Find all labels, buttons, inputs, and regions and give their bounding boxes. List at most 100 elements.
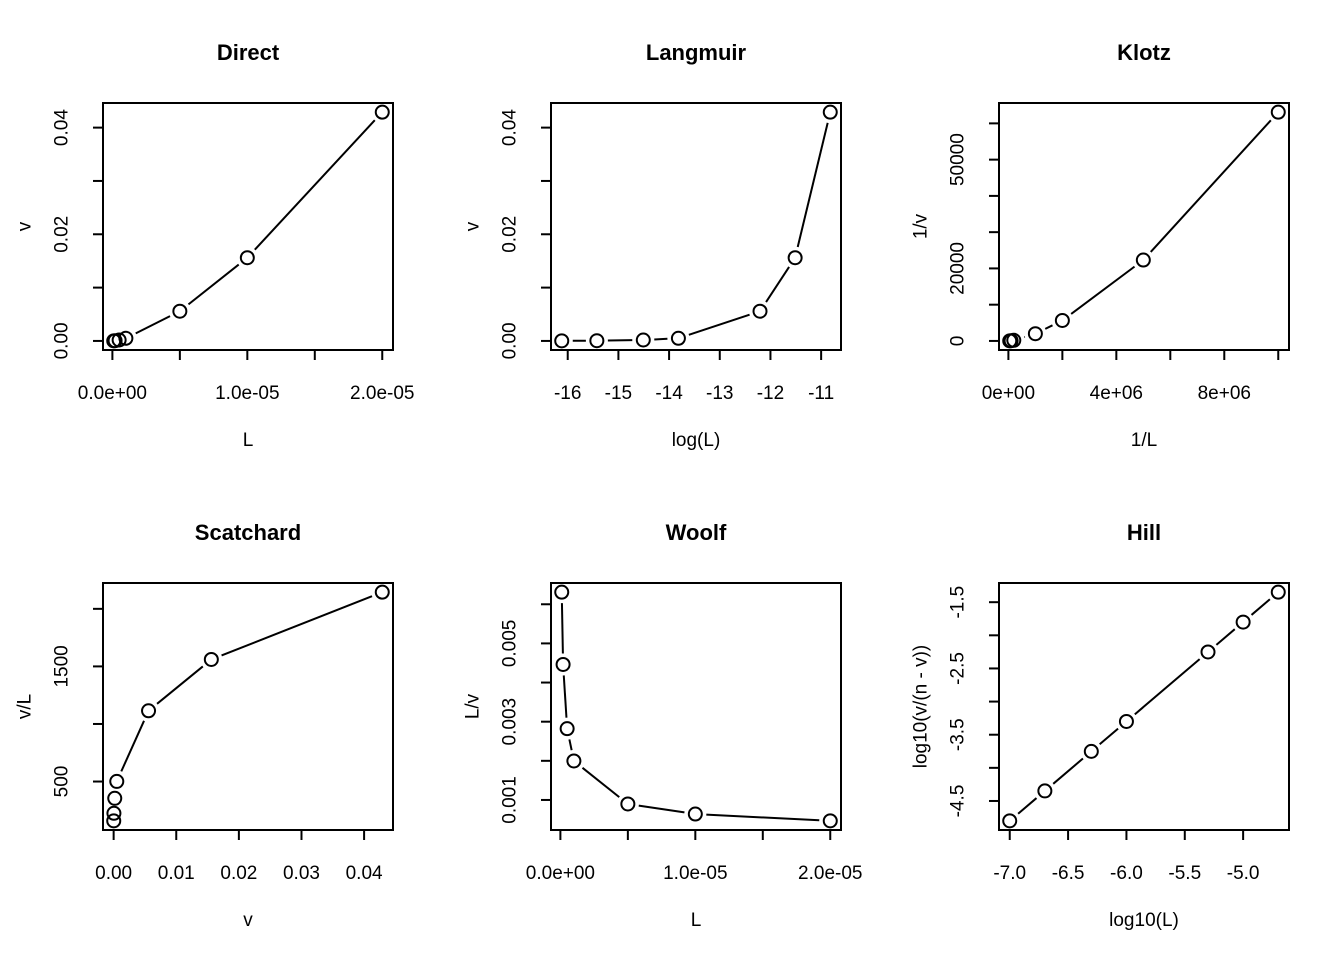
x-tick-label: -6.0 — [1110, 863, 1143, 884]
data-line-segment — [221, 595, 373, 657]
data-line-segment — [254, 119, 376, 251]
data-line-segment — [765, 266, 790, 303]
y-tick-label: -1.5 — [948, 586, 969, 619]
data-point — [822, 104, 838, 120]
data-line-segment — [1044, 324, 1053, 330]
data-line-segment — [568, 739, 573, 751]
y-axis-label: L/v — [463, 693, 484, 719]
panel-klotz: 0e+00 4e+06 8e+06 0 20000 50000 Klotz 1/L 1/v — [896, 0, 1344, 480]
data-point — [635, 332, 651, 348]
data-point — [374, 584, 390, 600]
data-point — [109, 773, 125, 789]
panel-hill: -7.0 -6.5 -6.0 -5.5 -5.0 -4.5 -3.5 -2.5 -1.5 Hill… — [896, 480, 1344, 960]
x-axis-label: log10(L) — [1109, 910, 1179, 931]
data-point — [620, 796, 636, 812]
data-point — [172, 303, 188, 319]
data-point — [787, 250, 803, 266]
data-point — [1083, 743, 1099, 759]
data-point — [141, 703, 157, 719]
plot-box — [550, 582, 842, 831]
x-tick-label: 0.03 — [283, 863, 320, 884]
data-line-segment — [120, 720, 145, 772]
x-tick-label: -11 — [808, 383, 834, 404]
data-point — [555, 656, 571, 672]
data-line-segment — [1070, 265, 1136, 315]
x-tick-label: -13 — [706, 383, 733, 404]
x-axis-label: 1/L — [1131, 430, 1157, 451]
data-point — [1002, 813, 1018, 829]
data-line-segment — [638, 804, 685, 814]
x-tick-label: 0.0e+00 — [78, 383, 147, 404]
data-line-segment — [135, 315, 171, 335]
y-tick-label: 0.02 — [52, 216, 73, 253]
data-point — [111, 332, 127, 348]
data-point — [822, 813, 838, 829]
data-point — [203, 651, 219, 667]
x-tick-label: -5.5 — [1168, 863, 1201, 884]
y-tick-label: 0.00 — [52, 322, 73, 359]
data-point — [752, 303, 768, 319]
panel-woolf: 0.0e+00 1.0e-05 2.0e-05 0.001 0.003 0.005 Wool… — [448, 480, 896, 960]
data-line-segment — [706, 813, 820, 822]
data-point — [554, 584, 570, 600]
x-tick-label: 0.04 — [346, 863, 383, 884]
data-point — [1027, 326, 1043, 342]
data-point — [1270, 584, 1286, 600]
panel-title: Scatchard — [195, 520, 301, 545]
y-tick-label: -3.5 — [948, 718, 969, 751]
data-point — [559, 721, 575, 737]
data-line-segment — [1052, 757, 1084, 785]
data-point — [687, 806, 703, 822]
data-line-segment — [187, 263, 240, 306]
x-tick-label: 4e+06 — [1090, 383, 1143, 404]
data-point — [1235, 614, 1251, 630]
y-axis-label: 1/v — [911, 213, 932, 239]
panel-scatchard: 0.00 0.01 0.02 0.03 0.04 500 1500 Scatchard v v/L — [0, 480, 448, 960]
data-point — [1270, 104, 1286, 120]
x-axis-label: L — [691, 910, 702, 931]
y-tick-label: 0.04 — [500, 109, 521, 146]
data-line-segment — [562, 675, 568, 718]
x-tick-label: -15 — [605, 383, 632, 404]
x-tick-label: -7.0 — [993, 863, 1026, 884]
data-point — [1135, 252, 1151, 268]
x-tick-label: 0.0e+00 — [526, 863, 595, 884]
data-line-segment — [1250, 598, 1271, 616]
x-tick-label: 0.00 — [95, 863, 132, 884]
data-line-segment — [581, 767, 620, 798]
y-axis-label: log10(v/(n - v)) — [911, 645, 932, 769]
data-line-segment — [156, 665, 204, 705]
data-point — [1037, 783, 1053, 799]
x-tick-label: -5.0 — [1227, 863, 1260, 884]
data-point — [1200, 644, 1216, 660]
panel-title: Direct — [217, 40, 280, 65]
x-axis-label: log(L) — [672, 430, 721, 451]
y-tick-label: 0.001 — [500, 776, 521, 824]
data-point — [1054, 312, 1070, 328]
panel-title: Klotz — [1117, 40, 1171, 65]
data-point — [1002, 333, 1018, 349]
data-line-segment — [654, 337, 668, 341]
data-point — [106, 805, 122, 821]
data-line-segment — [1150, 119, 1272, 253]
x-tick-label: -14 — [655, 383, 683, 404]
data-line-segment — [560, 603, 564, 654]
plot-box — [550, 102, 842, 351]
data-line-segment — [688, 313, 750, 336]
data-point — [1118, 713, 1134, 729]
panel-title: Langmuir — [646, 40, 747, 65]
y-tick-label: 0.04 — [52, 109, 73, 146]
panel-title: Woolf — [666, 520, 727, 545]
plot-box — [102, 102, 394, 351]
data-line-segment — [796, 122, 829, 248]
y-axis-label: v/L — [15, 694, 36, 719]
data-point — [106, 813, 122, 829]
y-axis-label: v — [463, 221, 484, 231]
x-tick-label: 0e+00 — [982, 383, 1035, 404]
data-line-segment — [1134, 658, 1201, 716]
data-line-segment — [1099, 727, 1119, 746]
x-tick-label: 2.0e-05 — [350, 383, 414, 404]
y-tick-label: 50000 — [948, 133, 969, 186]
plot-box — [102, 582, 394, 831]
